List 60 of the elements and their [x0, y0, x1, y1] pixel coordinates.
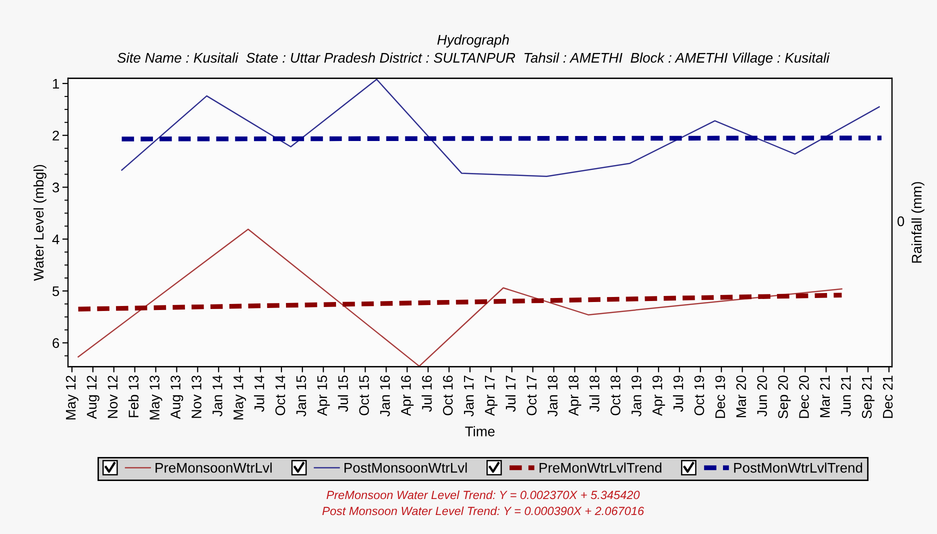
x-tick-label: Aug 12: [86, 376, 100, 420]
x-tick-label: Jul 15: [338, 376, 348, 412]
x-tick-label: May 13: [150, 376, 162, 420]
legend-label: PreMonsoonWtrLvl: [156, 462, 272, 473]
x-tick-label: Oct 17: [526, 376, 537, 416]
line-series: [78, 228, 842, 367]
y-tick-label: 3: [52, 182, 60, 192]
x-tick-label: Apr 19: [652, 376, 666, 416]
x-tick-label: Jun 21: [840, 376, 851, 417]
y-tick-label: 1: [53, 78, 59, 89]
y2-axis-title: Rainfall (mm): [911, 182, 924, 263]
y-axis-title: Water Level (mbgl): [33, 164, 46, 281]
x-tick-label: Apr 18: [568, 376, 582, 416]
legend-label: PostMonsoonWtrLvl: [344, 462, 467, 473]
x-tick-label: Apr 15: [317, 376, 330, 416]
x-axis-title: Time: [465, 426, 495, 436]
x-tick-label: Jul 19: [673, 376, 684, 412]
text: Post Monsoon Water Level Trend: Y = 0.000390X + 2.067016: [322, 506, 644, 516]
x-tick-label: Oct 15: [359, 376, 369, 416]
x-tick-label: Jan 18: [548, 376, 558, 417]
y-tick-label: 4: [52, 234, 60, 244]
x-tick-label: Jul 16: [422, 376, 432, 412]
chart-subtitle: Site Name : Kusitali State : Uttar Pradesh District : SULTANPUR Tahsil : AMETHI Block : AMETHI Village : Kusitali: [117, 52, 830, 66]
x-tick-label: Jan 16: [380, 376, 390, 417]
x-tick-label: Apr 17: [484, 376, 498, 416]
x-tick-label: Dec 21: [882, 376, 893, 418]
x-tick-label: May 12: [66, 376, 78, 420]
x-tick-label: Apr 16: [401, 376, 414, 416]
x-tick-label: Jan 14: [212, 375, 222, 417]
x-tick-label: Oct 18: [610, 376, 620, 416]
line-series: [121, 78, 880, 177]
x-tick-label: Sep 20: [778, 376, 791, 418]
x-tick-label: Oct 16: [442, 376, 453, 416]
x-tick-label: Nov 13: [192, 376, 202, 418]
y-tick-label: 6: [52, 338, 60, 348]
x-tick-label: Feb 13: [128, 376, 139, 418]
x-tick-label: Oct 19: [694, 376, 704, 416]
x-tick-label: Jan 19: [631, 376, 642, 417]
x-tick-label: May 14: [234, 375, 246, 420]
legend-label: PreMonWtrLvlTrend: [540, 462, 662, 473]
x-tick-label: Jan 17: [464, 376, 474, 417]
x-tick-label: Nov 12: [108, 376, 118, 418]
legend-label: PostMonWtrLvlTrend: [734, 462, 862, 473]
x-tick-label: Jan 15: [296, 376, 306, 417]
x-tick-label: Jul 17: [505, 376, 516, 412]
x-tick-label: Jul 18: [589, 376, 600, 412]
x-tick-label: Mar 20: [736, 376, 746, 418]
x-tick-label: Mar 21: [820, 376, 830, 418]
y-tick-label: 2: [52, 130, 59, 140]
x-tick-label: Sep 21: [862, 376, 874, 418]
text: 0: [897, 216, 904, 226]
x-tick-label: Jun 20: [757, 376, 768, 417]
chart-title: Hydrograph: [437, 34, 509, 48]
y-tick-label: 5: [52, 286, 60, 296]
x-tick-label: Aug 13: [170, 376, 184, 420]
text: PreMonsoon Water Level Trend: Y = 0.002370X + 5.345420: [326, 490, 640, 500]
x-tick-label: Jul 14: [254, 375, 264, 412]
x-tick-label: Oct 14: [275, 375, 286, 416]
x-tick-label: Dec 20: [799, 376, 809, 418]
x-tick-label: Dec 19: [715, 376, 726, 418]
